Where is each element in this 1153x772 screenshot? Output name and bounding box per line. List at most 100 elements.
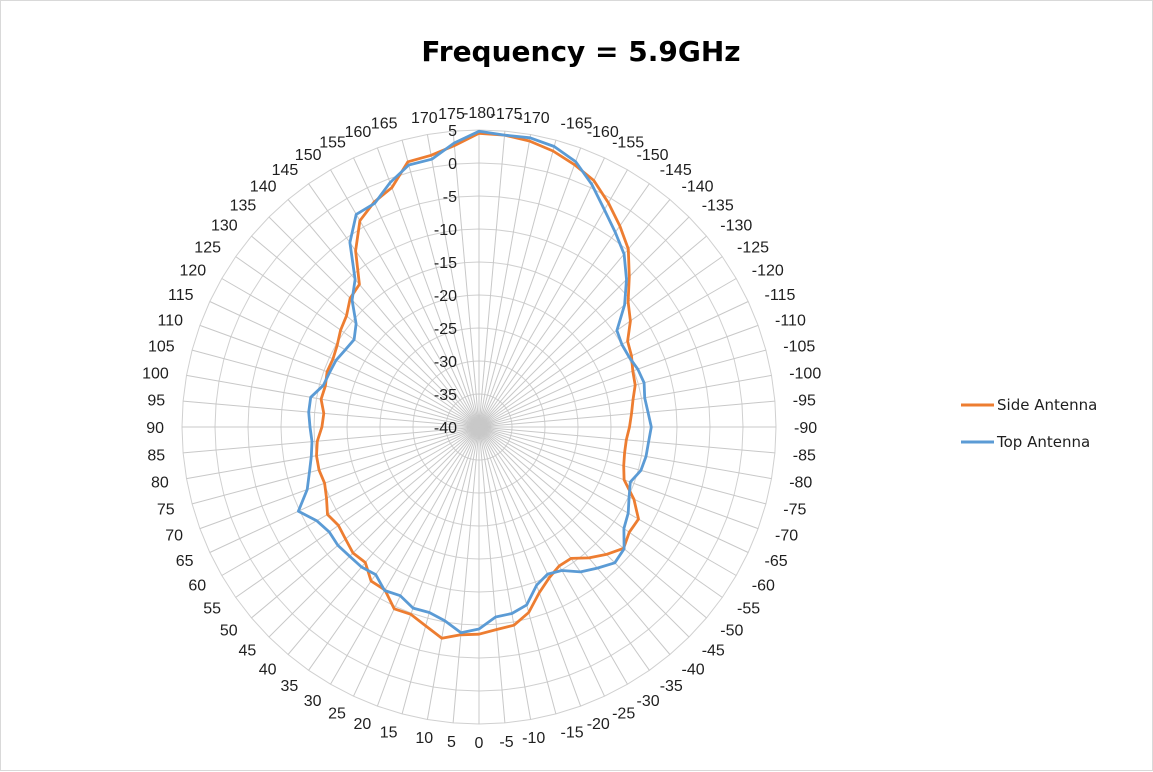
angle-tick-label: -5 [499,734,513,751]
grid-spoke [478,131,506,428]
angle-tick-label: -115 [765,287,796,304]
grid-spoke [199,324,480,428]
grid-spoke [183,400,480,428]
grid-spoke [478,301,749,428]
grid-spoke [478,426,605,697]
grid-spoke [287,199,480,428]
angle-tick-label: -130 [720,218,752,235]
angle-tick-label: 115 [168,287,194,304]
grid-spoke [251,426,480,619]
grid-spoke [268,426,480,638]
grid-spoke [426,134,480,428]
grid-spoke [330,426,480,685]
grid-spoke [251,235,480,428]
angle-tick-label: 145 [272,162,299,179]
radial-tick-label: -20 [434,288,457,305]
radial-tick-label: 5 [448,123,457,140]
grid-spoke [478,147,582,428]
grid-spoke [478,426,707,619]
angle-tick-label: -35 [660,678,683,695]
grid-spoke [268,216,480,428]
grid-spoke [186,426,480,480]
radial-tick-label: -30 [434,354,457,371]
grid-spoke [478,426,749,553]
angle-tick-label: 165 [371,116,398,133]
angle-tick-label: -40 [682,661,705,678]
grid-spoke [287,426,480,655]
angle-tick-label: -175 [490,106,522,123]
angle-tick-label: 20 [354,716,372,733]
angle-tick-label: 35 [281,678,299,695]
angle-tick-label: 40 [259,661,277,678]
grid-spoke [478,426,723,598]
angle-tick-label: -80 [789,475,812,492]
radial-tick-labels: 5 0 -5 -10 -15 -20 -25 -30 -35 -40 [434,123,457,437]
angle-tick-label: -45 [702,643,725,660]
angle-tick-label: 125 [194,239,221,256]
grid-spoke [191,349,480,428]
legend-label: Side Antenna [997,396,1097,414]
angle-tick-label: 60 [188,578,206,595]
angle-tick-label: 70 [165,528,183,545]
angle-tick-label: 170 [411,110,438,127]
angle-tick-label: -140 [682,179,714,196]
angle-tick-label: 105 [148,339,175,356]
angle-tick-label: -105 [783,339,815,356]
grid-spoke [478,278,737,428]
angle-tick-label: 30 [304,693,322,710]
angle-tick-label: -155 [612,135,644,152]
grid-spoke [353,426,480,697]
grid-spoke [308,426,480,671]
angle-tick-label: 45 [239,643,257,660]
grid-spoke [235,256,480,428]
angle-tick-label: 160 [345,124,372,141]
grid-spoke [478,426,650,671]
radar-grid [181,129,777,725]
grid-spoke [199,426,480,530]
grid-spoke [209,426,480,553]
grid-spoke [478,134,532,428]
angle-tick-label: 75 [157,502,175,519]
angle-labels: -180-175-170 -165-160-155-150-145-140-135… [142,105,821,752]
grid-spoke [478,374,772,428]
angle-tick-label: -125 [737,239,769,256]
grid-spoke [478,169,628,428]
angle-tick-label: 25 [328,706,346,723]
angle-tick-label: -160 [587,124,619,141]
angle-tick-label: 90 [146,420,164,437]
radial-tick-label: 0 [448,156,457,173]
grid-spoke [478,426,671,655]
angle-tick-label: -50 [720,623,743,640]
grid-spoke [452,131,480,428]
grid-spoke [191,426,480,505]
grid-spoke [478,426,759,530]
grid-spoke [478,426,557,715]
angle-tick-label: 95 [147,393,165,410]
grid-spoke [401,426,480,715]
angle-tick-label: -150 [637,147,669,164]
chart-title: Frequency = 5.9GHz [421,35,740,68]
angle-tick-label: 50 [220,623,238,640]
grid-spoke [478,349,767,428]
angle-tick-label: 80 [151,475,169,492]
angle-tick-label: -75 [783,502,806,519]
grid-spoke [376,147,480,428]
angle-tick-label: -65 [765,553,788,570]
series-line-top-antenna [296,129,653,635]
grid-spoke [209,301,480,428]
grid-spoke [452,426,480,723]
angle-tick-label: -10 [522,730,545,747]
grid-spoke [221,426,480,576]
radial-tick-label: -40 [434,420,457,437]
angle-tick-label: -15 [561,724,584,741]
radial-tick-label: -5 [443,189,457,206]
angle-tick-label: -90 [794,420,817,437]
angle-tick-label: 15 [380,724,398,741]
angle-tick-label: -180 [463,105,495,122]
angle-tick-label: 130 [211,218,238,235]
grid-spoke [353,157,480,428]
grid-spoke [478,426,532,720]
angle-tick-label: -70 [775,528,798,545]
angle-tick-label: -145 [660,162,692,179]
